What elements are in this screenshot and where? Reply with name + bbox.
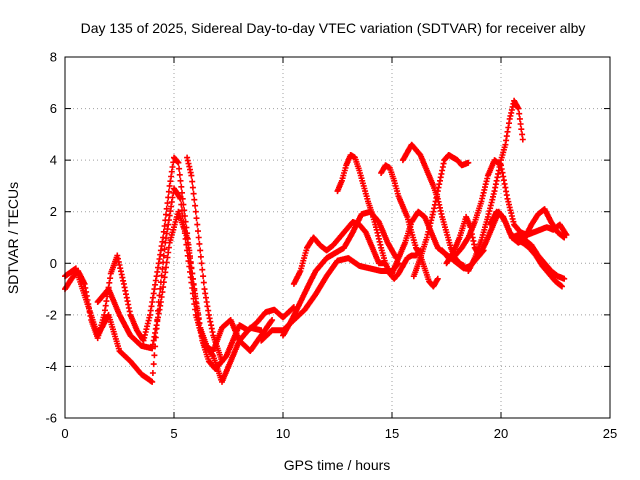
data-points [62,97,570,385]
y-tick-label: 0 [50,256,57,271]
x-tick-label: 20 [494,426,508,441]
series-sat-c [94,208,265,385]
series-markers [508,231,568,282]
y-tick-label: 2 [50,204,57,219]
series-markers [290,219,389,287]
plot-frame [64,56,611,419]
y-tick-label: 6 [50,101,57,116]
series-sat-o [465,97,526,274]
series-sat-d [184,154,297,365]
x-tick-label: 25 [603,426,617,441]
series-sat-q [508,231,568,282]
series-sat-g [290,219,389,287]
y-tick-label: -4 [45,359,57,374]
y-tick-label: -2 [45,307,57,322]
series-markers [465,97,526,274]
series-markers [334,152,424,282]
y-tick-label: 8 [50,50,57,65]
x-tick-label: 10 [276,426,290,441]
series-sat-h [334,152,424,282]
series-markers [410,152,472,280]
x-tick-label: 0 [61,426,68,441]
series-markers [184,154,297,365]
axis-ticks: 0 5 10 15 20 25 -6 -4 -2 0 2 4 6 8 [45,50,617,442]
x-tick-label: 5 [170,426,177,441]
y-axis-label: SDTVAR / TECUs [5,182,21,294]
series-markers [94,208,265,385]
x-tick-label: 15 [385,426,399,441]
y-tick-label: -6 [45,411,57,426]
y-tick-label: 4 [50,153,57,168]
series-sat-l [410,152,472,280]
chart-title: Day 135 of 2025, Sidereal Day-to-day VTE… [81,20,586,36]
x-axis-label: GPS time / hours [284,457,391,473]
